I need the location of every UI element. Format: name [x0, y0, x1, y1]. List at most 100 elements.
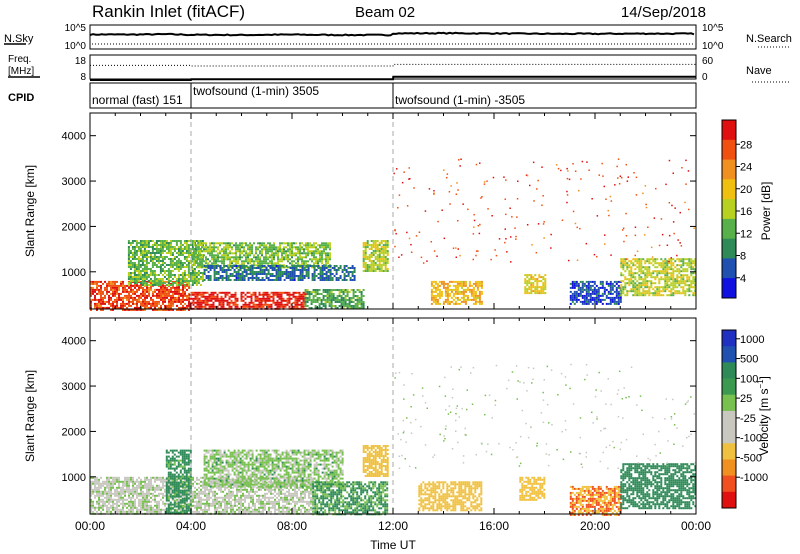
echo-cell	[346, 289, 349, 291]
echo-cell	[159, 284, 162, 286]
echo-cell	[309, 242, 311, 245]
echo-cell	[156, 500, 158, 503]
echo-cell	[127, 246, 130, 248]
echo-cell	[142, 502, 144, 505]
echo-cell	[140, 304, 142, 307]
echo-cell	[275, 252, 277, 255]
echo-cell	[185, 250, 188, 252]
echo-cell	[209, 265, 212, 267]
echo-cell	[249, 269, 252, 271]
echo-cell	[312, 299, 315, 301]
echo-cell	[194, 291, 197, 294]
echo-cell	[313, 256, 315, 259]
echo-cell	[124, 492, 126, 495]
echo-cell	[676, 264, 679, 267]
echo-cell	[177, 274, 180, 276]
echo-cell	[116, 500, 118, 503]
echo-cell	[187, 250, 190, 252]
echo-cell	[654, 292, 657, 295]
echo-cell	[145, 274, 148, 276]
echo-cell	[436, 294, 439, 297]
echo-cell	[142, 304, 144, 307]
echo-cell	[147, 240, 150, 242]
echo-cell	[306, 291, 309, 293]
echo-cell	[268, 305, 271, 308]
freq-unit-label: [MHz]	[8, 66, 34, 77]
echo-cell	[170, 496, 172, 499]
echo-cell	[165, 256, 168, 258]
echo-cell	[304, 291, 307, 293]
echo-cell	[666, 264, 669, 267]
echo-cell	[182, 294, 184, 297]
echo-cell	[313, 258, 315, 261]
echo-cell	[165, 248, 168, 250]
echo-cell	[312, 295, 315, 297]
echo-cell	[141, 254, 144, 256]
echo-cell	[307, 277, 310, 279]
echo-cell	[161, 258, 164, 260]
echo-cell	[212, 293, 215, 296]
echo-cell	[283, 248, 285, 251]
echo-cell	[233, 252, 235, 255]
echo-cell	[124, 484, 126, 487]
echo-cell	[472, 296, 475, 299]
echo-cell	[464, 302, 467, 305]
echo-cell	[90, 308, 92, 311]
echo-cell	[221, 254, 223, 257]
echo-cell	[116, 502, 118, 505]
echo-cell	[106, 486, 108, 489]
echo-cell	[148, 290, 150, 293]
echo-cell	[151, 246, 154, 248]
echo-cell	[267, 250, 269, 253]
echo-cell	[94, 304, 96, 307]
echo-cell	[136, 300, 138, 303]
echo-cell	[194, 297, 197, 300]
echo-cell	[261, 242, 263, 245]
echo-cell	[159, 242, 162, 244]
echo-cell	[319, 244, 321, 247]
echo-cell	[197, 256, 199, 259]
echo-cell	[155, 242, 158, 244]
echo-cell	[454, 296, 457, 299]
echo-cell	[257, 271, 260, 273]
echo-cell	[279, 273, 282, 275]
echo-cell	[131, 240, 134, 242]
echo-cell	[116, 490, 118, 493]
echo-cell	[448, 280, 451, 283]
echo-cell	[261, 262, 263, 265]
echo-cell	[118, 496, 120, 499]
echo-cell	[251, 258, 253, 261]
echo-cell	[450, 288, 453, 291]
echo-cell	[688, 278, 691, 281]
echo-cell	[255, 264, 257, 267]
nave-series-line	[90, 75, 696, 81]
echo-cell	[538, 276, 541, 279]
echo-cell	[243, 260, 245, 263]
echo-cell	[646, 276, 649, 279]
freq-panel-frame	[89, 54, 697, 80]
echo-cell	[474, 284, 477, 287]
echo-cell	[269, 246, 271, 249]
echo-cell	[310, 303, 313, 305]
echo-cell	[356, 301, 359, 303]
echo-cell	[261, 269, 264, 271]
echo-cell	[609, 292, 612, 295]
echo-cell	[448, 302, 451, 305]
echo-cell	[230, 293, 233, 296]
echo-cell	[90, 498, 92, 501]
echo-cell	[188, 297, 191, 300]
echo-cell	[179, 266, 182, 268]
echo-cell	[380, 270, 383, 272]
echo-cell	[642, 282, 645, 285]
echo-cell	[638, 294, 641, 297]
echo-cell	[148, 306, 150, 309]
echo-cell	[295, 275, 298, 277]
echo-cell	[281, 256, 283, 259]
echo-cell	[656, 266, 659, 269]
echo-cell	[648, 266, 651, 269]
echo-cell	[175, 260, 178, 262]
echo-cell	[215, 256, 217, 259]
echo-cell	[114, 508, 116, 511]
echo-cell	[159, 254, 162, 256]
echo-cell	[96, 292, 98, 295]
